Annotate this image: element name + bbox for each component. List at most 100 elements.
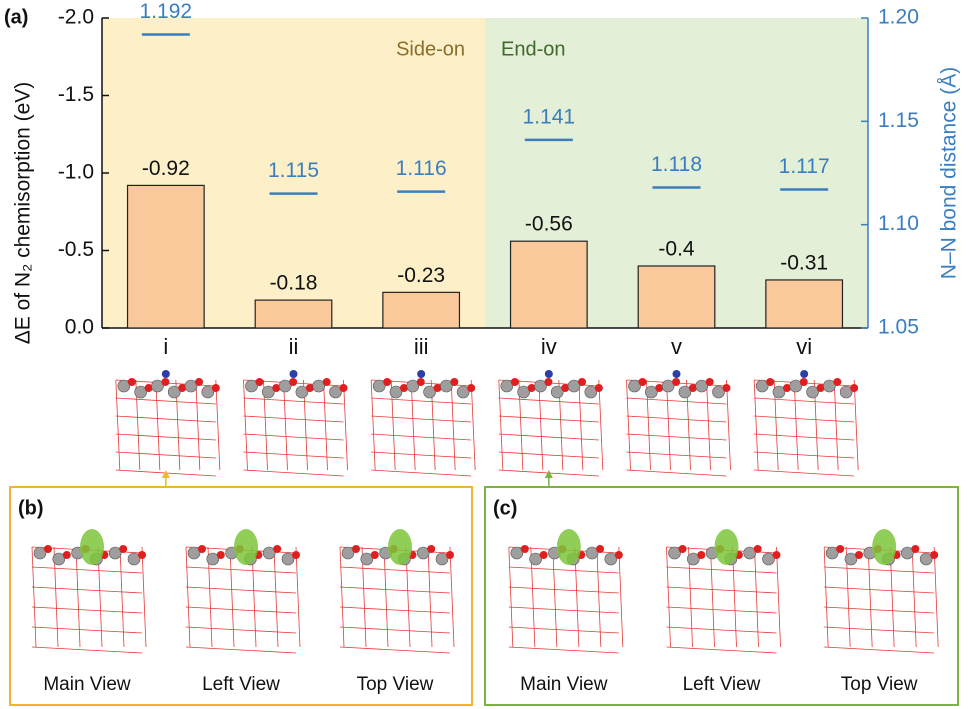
lattice-line: [32, 647, 142, 653]
structure: [627, 378, 731, 476]
atom: [578, 378, 586, 386]
lattice-line: [371, 452, 471, 458]
atom: [323, 378, 331, 386]
lattice-line: [667, 607, 777, 613]
atom: [427, 545, 435, 553]
atom: [161, 378, 169, 386]
y2-tick-label: 1.05: [878, 316, 919, 339]
lattice-line: [32, 627, 142, 633]
lattice-line: [824, 627, 934, 633]
atom: [340, 384, 348, 392]
lattice-line: [116, 380, 120, 470]
lattice-line: [667, 627, 777, 633]
atom: [256, 378, 264, 386]
lattice-line: [340, 647, 450, 653]
bond-label: 1.115: [268, 159, 319, 182]
lattice-line: [509, 627, 619, 633]
charge-density: [234, 529, 258, 565]
lattice-line: [186, 547, 190, 647]
atom: [511, 378, 519, 386]
atom: [615, 551, 623, 559]
lattice-line: [244, 416, 344, 422]
bar: [638, 266, 715, 328]
adsorbate: [417, 370, 425, 378]
lattice-line: [116, 452, 216, 458]
lattice-line: [186, 587, 296, 593]
lattice-line: [76, 547, 80, 647]
lattice-line: [244, 380, 248, 470]
bar: [128, 185, 205, 328]
lattice-line: [340, 607, 450, 613]
atom: [672, 378, 680, 386]
atom: [446, 551, 454, 559]
lattice-line: [667, 380, 671, 470]
lattice-line: [824, 567, 934, 573]
atom: [138, 551, 146, 559]
lattice-line: [499, 398, 599, 404]
lattice-line: [371, 470, 471, 476]
atom: [855, 551, 863, 559]
atom: [850, 384, 858, 392]
y2-tick-label: 1.15: [878, 109, 919, 132]
x-tick-label: i: [163, 334, 168, 359]
adsorbate: [673, 370, 681, 378]
lattice-line: [32, 567, 142, 573]
lattice-line: [854, 380, 858, 470]
bond-label: 1.117: [779, 155, 830, 178]
lattice-line: [711, 547, 715, 647]
data-label: -0.56: [525, 213, 573, 236]
lattice-line: [244, 452, 344, 458]
lattice-line: [667, 647, 777, 653]
atom: [119, 545, 127, 553]
structure: [116, 378, 220, 476]
adsorbate: [800, 370, 808, 378]
atom: [596, 545, 604, 553]
lattice-line: [116, 434, 216, 440]
atom: [595, 384, 603, 392]
lattice-line: [384, 547, 388, 647]
atom: [383, 378, 391, 386]
lattice-line: [754, 470, 854, 476]
y-tick-label: -1.0: [58, 161, 94, 184]
atom: [521, 545, 529, 553]
lattice-line: [244, 470, 344, 476]
structure: [371, 378, 475, 476]
lattice-line: [499, 380, 503, 470]
lattice-line: [499, 416, 599, 422]
panel-frame: [485, 487, 958, 705]
atom: [273, 545, 281, 553]
x-tick-label: ii: [289, 334, 299, 359]
atom: [639, 378, 647, 386]
atom: [544, 378, 552, 386]
bar: [511, 241, 588, 328]
lattice-line: [667, 587, 777, 593]
lattice-line: [499, 434, 599, 440]
lattice-line: [340, 627, 450, 633]
lattice-line: [599, 380, 603, 470]
lattice-line: [340, 547, 344, 647]
lattice-line: [727, 380, 731, 470]
atom: [911, 545, 919, 553]
lattice-line: [754, 380, 758, 470]
lattice-line: [186, 647, 296, 653]
x-tick-label: iii: [414, 334, 429, 359]
view-label: Left View: [202, 674, 280, 695]
atom: [217, 551, 225, 559]
atom: [289, 378, 297, 386]
structure: [499, 378, 603, 476]
lattice-line: [371, 416, 471, 422]
lattice-line: [509, 647, 619, 653]
atom: [417, 378, 425, 386]
lattice-line: [754, 416, 854, 422]
atom: [63, 551, 71, 559]
figure: Side-onEnd-on0.0-0.5-1.0-1.5-2.01.051.10…: [0, 0, 968, 709]
view-label: Left View: [683, 674, 761, 695]
atom: [800, 378, 808, 386]
lattice-line: [754, 452, 854, 458]
atom: [697, 551, 705, 559]
lattice-line: [244, 434, 344, 440]
data-label: -0.31: [780, 251, 828, 274]
lattice-line: [471, 380, 475, 470]
arrow-head: [545, 470, 553, 478]
atom: [723, 384, 731, 392]
